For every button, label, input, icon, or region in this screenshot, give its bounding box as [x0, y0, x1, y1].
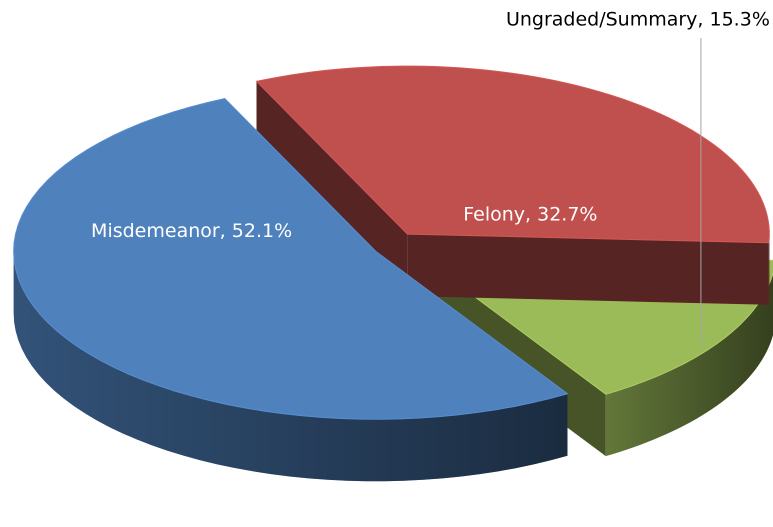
data-label: Misdemeanor, 52.1%	[91, 220, 292, 242]
data-label: Ungraded/Summary, 15.3%	[506, 9, 770, 31]
slice-side	[407, 234, 769, 305]
pie-slice	[13, 97, 569, 420]
slice-side	[13, 251, 568, 482]
slice-side	[605, 273, 773, 457]
slice-side	[256, 81, 408, 297]
data-label: Felony, 32.7%	[463, 203, 597, 225]
pie-slice	[255, 65, 770, 244]
